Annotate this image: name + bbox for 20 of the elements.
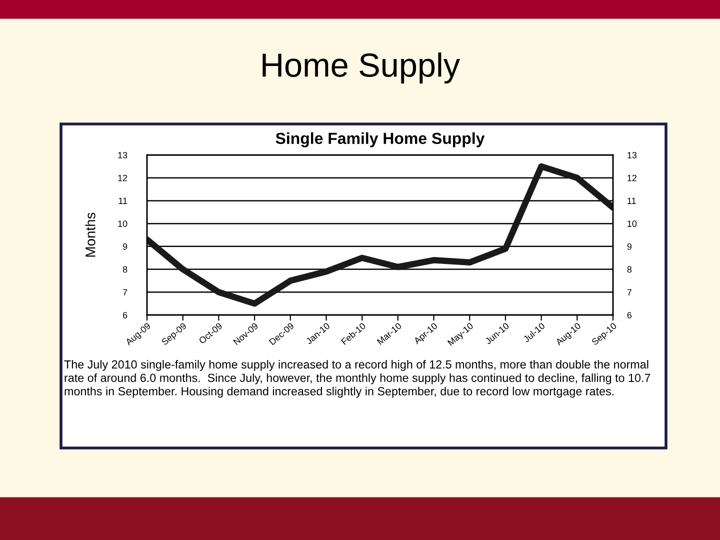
y-tick-label: 10 xyxy=(118,220,128,227)
y-tick-label: 12 xyxy=(118,174,128,182)
y2-tick-label: 6 xyxy=(627,312,632,318)
y-tick-label: 11 xyxy=(118,198,128,204)
y-axis-title: Months xyxy=(85,212,96,257)
y2-tick-label: 7 xyxy=(627,289,632,296)
y2-tick-label: 8 xyxy=(627,266,632,273)
y-tick-label: 7 xyxy=(123,289,128,296)
text: The July 2010 single-family home supply increased to a record high of 12.5 months, more than double the normal rate of around 6.0 months. Since July, however, the monthly home supply has continued to decline, falling to 10.7 months in September. Housing demand increased slightly in September, due to record low mortgage rates. xyxy=(64,360,650,398)
y2-tick-label: 10 xyxy=(628,220,637,227)
y2-tick-label: 13 xyxy=(628,152,637,158)
y2-tick-label: 11 xyxy=(628,198,636,204)
y-tick-label: 13 xyxy=(118,152,128,158)
chart-subtitle: Single Family Home Supply xyxy=(276,132,485,148)
y-tick-label: 8 xyxy=(122,266,128,273)
y-tick-label: 6 xyxy=(122,312,128,318)
y2-tick-label: 9 xyxy=(627,243,632,250)
chart-title: Home Supply xyxy=(262,52,460,84)
y-tick-label: 9 xyxy=(122,243,128,250)
y2-tick-label: 12 xyxy=(628,174,636,182)
